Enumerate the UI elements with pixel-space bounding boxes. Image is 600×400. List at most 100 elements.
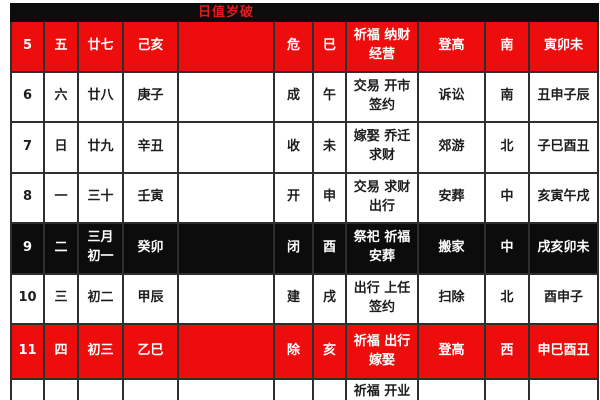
- cell-activity: 郊游: [417, 121, 486, 174]
- cell-note: [177, 272, 275, 325]
- cell-lucky-hours: 子巳酉丑: [527, 121, 600, 174]
- cell-weekday: 五: [43, 20, 79, 73]
- cell-jianchu: 闭: [273, 222, 314, 275]
- cell-lunar-date: 初三: [77, 323, 124, 380]
- cell-activity: [417, 378, 486, 400]
- cell-zodiac-hour: 酉: [312, 222, 347, 275]
- cell-day-number: [10, 378, 45, 400]
- cell-day-number: 10: [10, 272, 45, 325]
- cell-direction: 北: [484, 272, 530, 325]
- cell-ganzhi: 甲辰: [122, 272, 179, 325]
- cell-zodiac-hour: 亥: [312, 323, 347, 380]
- cell-auspicious-activities: 祈福 出行 嫁娶: [345, 323, 419, 380]
- cell-day-number: 7: [10, 121, 45, 174]
- cell-activity: 扫除: [417, 272, 486, 325]
- cell-zodiac-hour: [312, 378, 347, 400]
- cell-activity: 登高: [417, 20, 486, 73]
- cell-jianchu: 危: [273, 20, 314, 73]
- cell-auspicious-activities: 祈福 开业: [345, 378, 419, 400]
- cell-auspicious-activities: 嫁娶 乔迁 求财: [345, 121, 419, 174]
- table-row: 7 日 廿九 辛丑 收 未 嫁娶 乔迁 求财 郊游 北 子巳酉丑: [10, 121, 600, 174]
- cell-activity: 搬家: [417, 222, 486, 275]
- cell-jianchu: 收: [273, 121, 314, 174]
- cell-note: [177, 20, 275, 73]
- cell-lunar-date: 三十: [77, 171, 124, 224]
- cell-ganzhi: 乙巳: [122, 323, 179, 380]
- cell-lunar-date: 廿七: [77, 20, 124, 73]
- cell-ganzhi: 癸卯: [122, 222, 179, 275]
- cell-ganzhi: [122, 378, 179, 400]
- cell-lucky-hours: 申巳酉丑: [527, 323, 600, 380]
- cell-jianchu: 除: [273, 323, 314, 380]
- table-title-row: 日值岁破: [10, 3, 600, 22]
- almanac-table: 日值岁破 5 五 廿七 己亥 危 巳 祈福 纳财 经营 登高 南 寅卯未 6 六…: [10, 3, 600, 400]
- cell-zodiac-hour: 戌: [312, 272, 347, 325]
- cell-note: [177, 121, 275, 174]
- cell-weekday: 三: [43, 272, 79, 325]
- cell-jianchu: 开: [273, 171, 314, 224]
- cell-lunar-date: 初二: [77, 272, 124, 325]
- cell-day-number: 9: [10, 222, 45, 275]
- cell-direction: 南: [484, 70, 530, 123]
- cell-direction: 中: [484, 171, 530, 224]
- cell-lucky-hours: 亥寅午戌: [527, 171, 600, 224]
- cell-activity: 登高: [417, 323, 486, 380]
- cell-ganzhi: 辛丑: [122, 121, 179, 174]
- cell-lucky-hours: 丑申子辰: [527, 70, 600, 123]
- cell-weekday: 六: [43, 70, 79, 123]
- cell-auspicious-activities: 祈福 纳财 经营: [345, 20, 419, 73]
- cell-day-number: 5: [10, 20, 45, 73]
- cell-note: [177, 171, 275, 224]
- cell-weekday: 四: [43, 323, 79, 380]
- cell-ganzhi: 壬寅: [122, 171, 179, 224]
- cell-lucky-hours: 寅卯未: [527, 20, 600, 73]
- cell-lunar-date: 三月 初一: [77, 222, 124, 275]
- cell-auspicious-activities: 祭祀 祈福 安葬: [345, 222, 419, 275]
- cell-auspicious-activities: 交易 求财 出行: [345, 171, 419, 224]
- cell-day-number: 11: [10, 323, 45, 380]
- cell-day-number: 6: [10, 70, 45, 123]
- cell-direction: [484, 378, 530, 400]
- table-row: 5 五 廿七 己亥 危 巳 祈福 纳财 经营 登高 南 寅卯未: [10, 20, 600, 73]
- cell-weekday: 一: [43, 171, 79, 224]
- table-row: 11 四 初三 乙巳 除 亥 祈福 出行 嫁娶 登高 西 申巳酉丑: [10, 323, 600, 380]
- cell-zodiac-hour: 巳: [312, 20, 347, 73]
- table-row: 8 一 三十 壬寅 开 申 交易 求财 出行 安葬 中 亥寅午戌: [10, 171, 600, 224]
- cell-lucky-hours: 戌亥卯未: [527, 222, 600, 275]
- title-row-spacer-right: [272, 3, 600, 22]
- cell-direction: 西: [484, 323, 530, 380]
- cell-day-number: 8: [10, 171, 45, 224]
- cell-direction: 南: [484, 20, 530, 73]
- cell-ganzhi: 庚子: [122, 70, 179, 123]
- cell-weekday: 日: [43, 121, 79, 174]
- cell-zodiac-hour: 未: [312, 121, 347, 174]
- table-row: 9 二 三月 初一 癸卯 闭 酉 祭祀 祈福 安葬 搬家 中 戌亥卯未: [10, 222, 600, 275]
- cell-auspicious-activities: 出行 上任 签约: [345, 272, 419, 325]
- table-title: 日值岁破: [177, 3, 275, 22]
- cell-zodiac-hour: 申: [312, 171, 347, 224]
- cell-weekday: 二: [43, 222, 79, 275]
- cell-ganzhi: 己亥: [122, 20, 179, 73]
- cell-lunar-date: 廿九: [77, 121, 124, 174]
- cell-note: [177, 323, 275, 380]
- cell-activity: 诉讼: [417, 70, 486, 123]
- cell-direction: 中: [484, 222, 530, 275]
- cell-lucky-hours: 酉申子: [527, 272, 600, 325]
- table-row: 6 六 廿八 庚子 成 午 交易 开市 签约 诉讼 南 丑申子辰: [10, 70, 600, 123]
- cell-activity: 安葬: [417, 171, 486, 224]
- cell-jianchu: 成: [273, 70, 314, 123]
- cell-lunar-date: [77, 378, 124, 400]
- cell-zodiac-hour: 午: [312, 70, 347, 123]
- cell-note: [177, 222, 275, 275]
- cell-note: [177, 70, 275, 123]
- cell-direction: 北: [484, 121, 530, 174]
- cell-jianchu: 建: [273, 272, 314, 325]
- cell-auspicious-activities: 交易 开市 签约: [345, 70, 419, 123]
- table-row: 10 三 初二 甲辰 建 戌 出行 上任 签约 扫除 北 酉申子: [10, 272, 600, 325]
- cell-lunar-date: 廿八: [77, 70, 124, 123]
- cell-weekday: [43, 378, 79, 400]
- table-row: 祈福 开业: [10, 378, 600, 400]
- cell-note: [177, 378, 275, 400]
- cell-jianchu: [273, 378, 314, 400]
